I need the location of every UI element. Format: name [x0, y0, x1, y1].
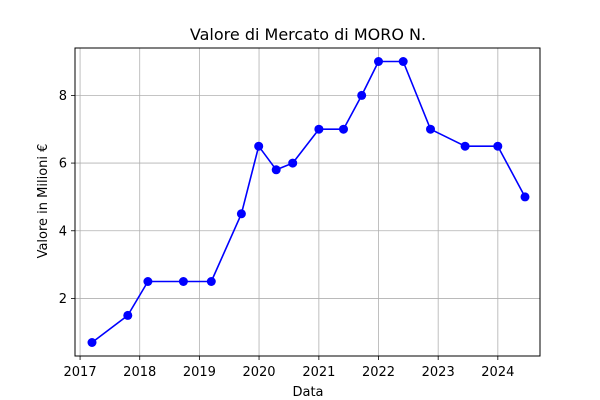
data-point: [426, 124, 435, 134]
x-tick-label: 2023: [422, 365, 455, 380]
data-point: [493, 141, 503, 151]
data-point: [288, 158, 298, 168]
data-point: [236, 209, 246, 219]
x-tick-label: 2020: [242, 365, 275, 380]
data-point: [206, 277, 216, 286]
x-axis-label: Data: [292, 385, 323, 400]
x-tick-label: 2022: [362, 365, 395, 380]
y-tick-label: 8: [59, 89, 67, 104]
y-tick-label: 4: [59, 224, 67, 239]
data-point: [123, 310, 133, 320]
x-tick-label: 2018: [123, 365, 156, 380]
data-point: [87, 338, 97, 347]
y-axis-label: Valore in Milioni €: [36, 144, 51, 259]
data-point: [254, 141, 264, 151]
x-tick-label: 2024: [481, 365, 514, 380]
grid: [75, 48, 540, 356]
y-tick-label: 6: [59, 157, 67, 172]
data-point: [178, 277, 188, 286]
ticks: 2017 2018 2019 2020 2021 2022 2023 2024 2 4 6 8: [59, 89, 515, 380]
data-point: [520, 192, 530, 202]
data-point: [271, 165, 281, 175]
data-point: [357, 90, 367, 100]
data-point: [398, 57, 408, 66]
y-tick-label: 2: [59, 292, 67, 307]
series-line: [91, 60, 526, 344]
series-layer: [87, 57, 530, 347]
x-tick-label: 2021: [302, 365, 335, 380]
x-tick-label: 2017: [64, 365, 97, 380]
data-point: [374, 57, 383, 66]
data-point: [143, 277, 153, 286]
chart-title: Valore di Mercato di MORO N.: [190, 25, 426, 44]
data-point: [460, 141, 470, 151]
plot-frame: [74, 47, 541, 357]
x-tick-label: 2019: [183, 365, 216, 380]
data-point: [339, 124, 348, 134]
data-point: [314, 124, 324, 134]
